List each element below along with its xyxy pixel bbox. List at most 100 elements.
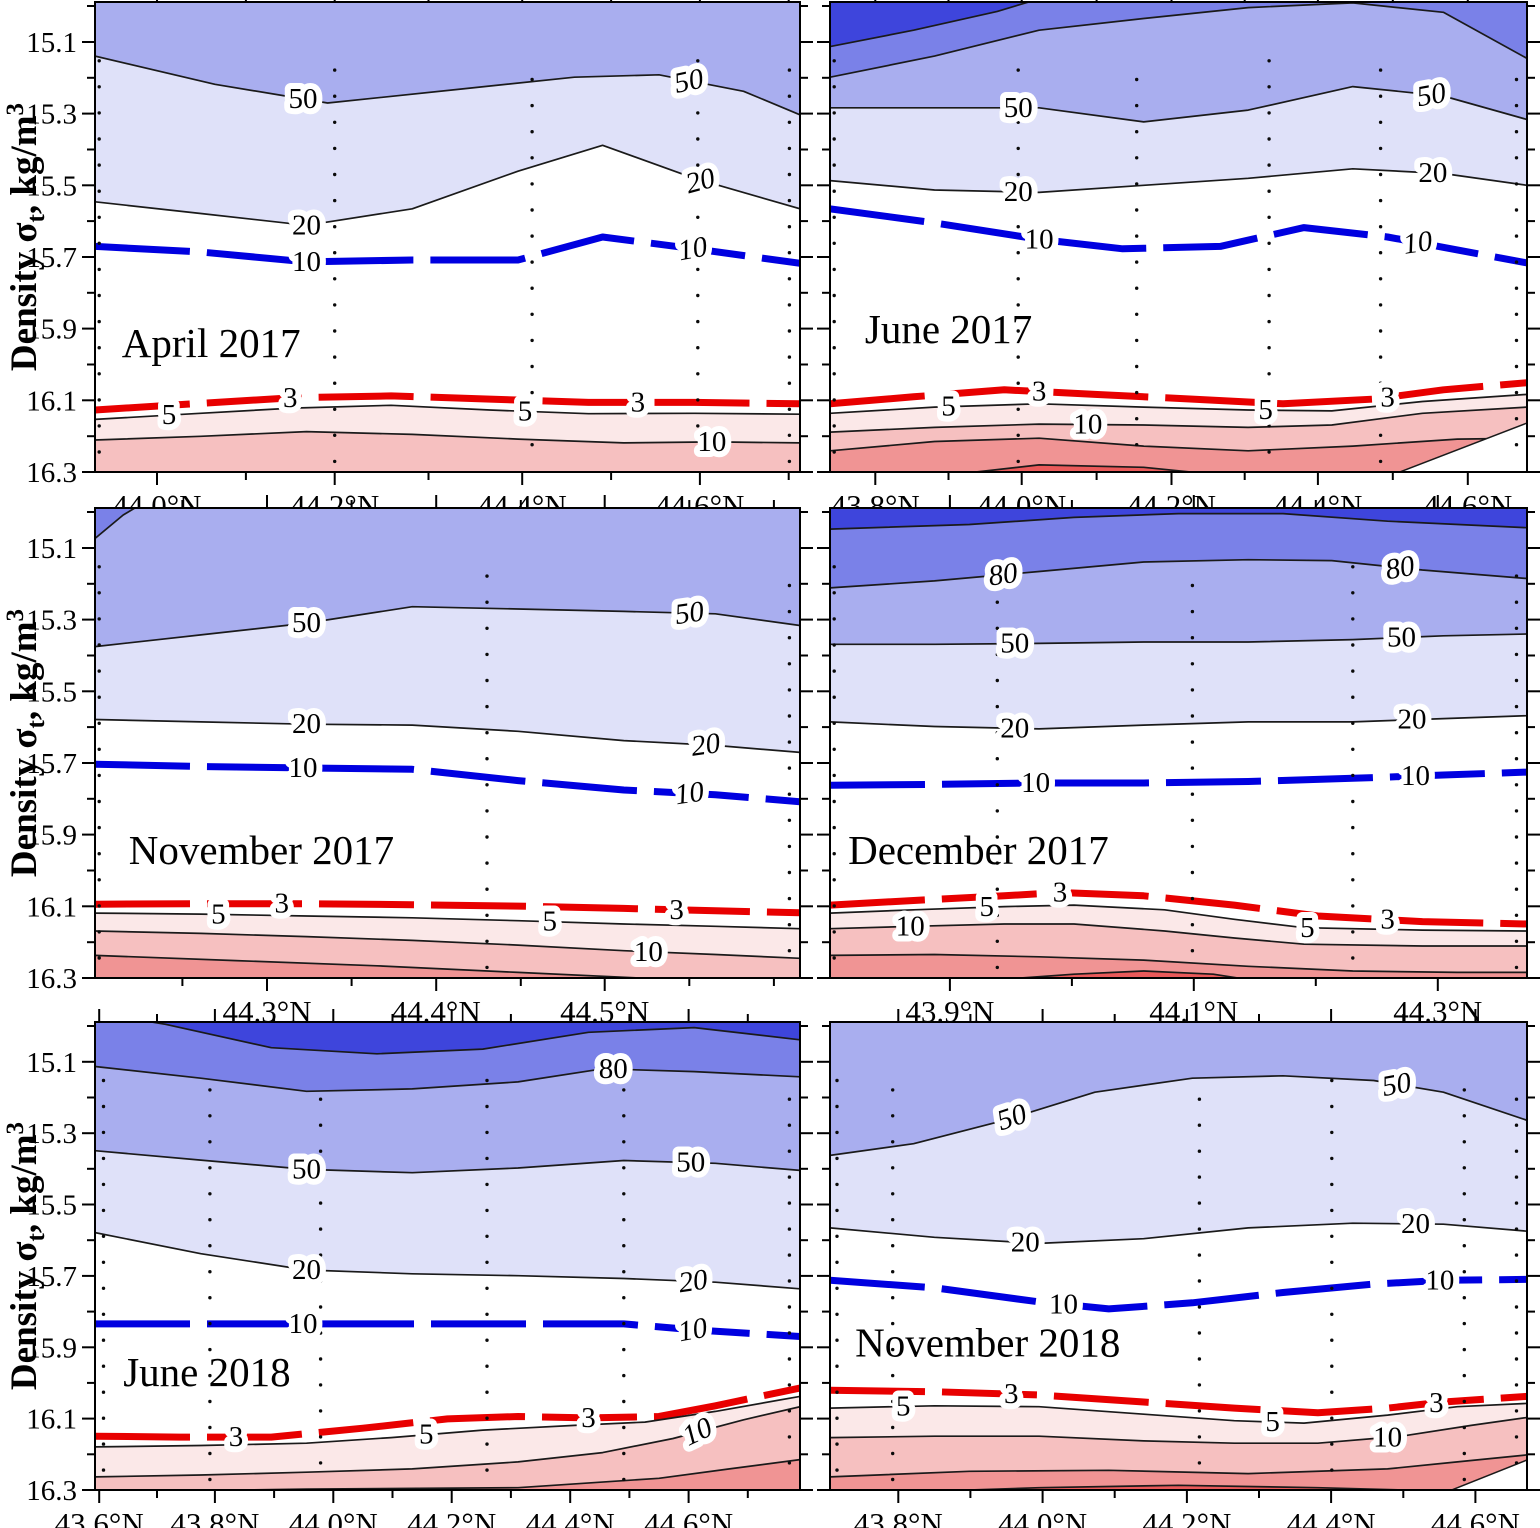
- station-dot: [1351, 695, 1355, 699]
- station-dot: [832, 267, 836, 272]
- station-dot: [530, 338, 534, 343]
- station-dot: [1267, 346, 1271, 350]
- station-dot: [530, 156, 534, 160]
- station-dot: [1378, 172, 1383, 177]
- station-dot: [1514, 1331, 1519, 1335]
- station-dot: [787, 355, 792, 359]
- station-dot: [891, 1373, 895, 1378]
- station-dot: [1462, 1218, 1467, 1222]
- station-dot: [832, 189, 836, 193]
- station-dot: [1514, 731, 1519, 735]
- contour-line-3: [830, 1386, 1527, 1417]
- station-dot: [891, 1088, 895, 1092]
- y-tick-label: 15.7: [26, 1261, 77, 1293]
- contour-label: 10: [1049, 1288, 1078, 1320]
- station-dot: [1330, 1338, 1334, 1342]
- station-dot: [1514, 390, 1519, 395]
- station-dot: [1197, 1461, 1202, 1465]
- station-dot: [97, 643, 101, 647]
- contour-band: [95, 764, 800, 913]
- station-dot: [208, 1451, 212, 1456]
- plot-frame: [94, 507, 801, 979]
- contour-label: 5: [980, 891, 995, 923]
- station-dot: [1135, 312, 1139, 316]
- plot-area: [95, 1022, 800, 1490]
- station-dot: [832, 215, 836, 219]
- station-dot: [101, 1260, 106, 1265]
- station-dots: [97, 565, 792, 970]
- station-dot: [208, 1192, 212, 1196]
- contour-line-10: [830, 406, 1527, 433]
- station-dot: [1378, 277, 1383, 281]
- station-dot: [787, 740, 792, 744]
- contour-line-5: [830, 904, 1527, 932]
- station-dot: [1462, 1399, 1467, 1404]
- station-dot: [530, 130, 534, 134]
- station-dot: [1514, 103, 1519, 108]
- contour-label: 50: [1004, 92, 1033, 124]
- station-dot: [835, 1104, 839, 1109]
- y-axis-title: Density σt, kg/m3: [2, 1122, 50, 1390]
- station-dot: [208, 1477, 212, 1482]
- station-dot: [995, 913, 999, 917]
- y-tick-label: 15.5: [26, 676, 77, 708]
- station-dot: [891, 1270, 895, 1274]
- station-dots: [101, 1078, 792, 1482]
- contour-label: 80: [986, 557, 1020, 593]
- contour-label: 3: [1032, 376, 1047, 408]
- station-dot: [891, 1114, 895, 1118]
- station-dot: [1016, 120, 1020, 125]
- station-dot: [101, 1130, 106, 1135]
- y-tick-label: 15.9: [26, 1332, 77, 1364]
- station-dot: [101, 1390, 106, 1394]
- station-dot: [1267, 111, 1271, 115]
- station-dot: [101, 1416, 106, 1420]
- station-dot: [333, 120, 337, 125]
- y-axis-title: Density σt, kg/m3: [2, 609, 50, 877]
- station-dot: [1330, 1286, 1334, 1291]
- station-dot: [1190, 609, 1195, 614]
- contour-label: 10: [289, 1308, 318, 1340]
- contour-line-50: [95, 1149, 800, 1174]
- station-dot: [97, 565, 101, 569]
- station-dot: [835, 1338, 839, 1342]
- station-dot: [485, 1234, 489, 1239]
- station-dot: [485, 861, 489, 865]
- plot-frame: [829, 1, 1528, 473]
- contour-label: 5: [941, 391, 956, 423]
- station-dot: [1462, 1140, 1467, 1144]
- contour-line-20: [830, 714, 1527, 730]
- plot-area: [830, 2, 1527, 472]
- station-dot: [97, 267, 101, 272]
- station-dot: [622, 1347, 626, 1352]
- station-dot: [1267, 137, 1271, 141]
- station-dot: [835, 1234, 839, 1239]
- station-dot: [485, 1468, 489, 1472]
- y-tick-label: 16.1: [26, 385, 77, 417]
- station-dot: [318, 1461, 323, 1465]
- contour-label: 20: [1004, 176, 1033, 208]
- station-dot: [318, 1383, 323, 1387]
- station-dot: [1378, 251, 1383, 255]
- station-dot: [318, 1409, 323, 1413]
- station-dot: [1267, 215, 1271, 219]
- station-dot: [787, 818, 792, 822]
- station-dot: [1135, 286, 1139, 290]
- station-dot: [101, 1078, 106, 1083]
- x-tick-label: 44.6°N: [644, 1506, 733, 1528]
- station-dot: [832, 346, 836, 350]
- station-dot: [1351, 643, 1355, 647]
- station-dot: [208, 1296, 212, 1300]
- contour-line-20: [95, 1231, 800, 1290]
- station-dot: [485, 1208, 489, 1213]
- station-dot: [787, 68, 792, 72]
- contour-line-3: [830, 379, 1527, 408]
- x-ticks: [948, 495, 1439, 991]
- contour-line-unlabeled: [95, 508, 137, 540]
- station-dot: [1135, 103, 1139, 108]
- contour-label: 5: [1258, 394, 1273, 426]
- station-dot: [1462, 1296, 1467, 1300]
- station-dot: [97, 956, 101, 960]
- station-dot: [485, 1130, 489, 1135]
- station-dot: [832, 372, 836, 376]
